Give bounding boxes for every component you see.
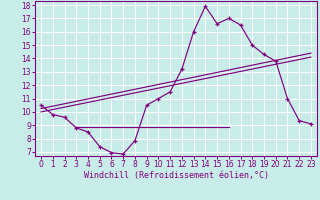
X-axis label: Windchill (Refroidissement éolien,°C): Windchill (Refroidissement éolien,°C) — [84, 171, 268, 180]
